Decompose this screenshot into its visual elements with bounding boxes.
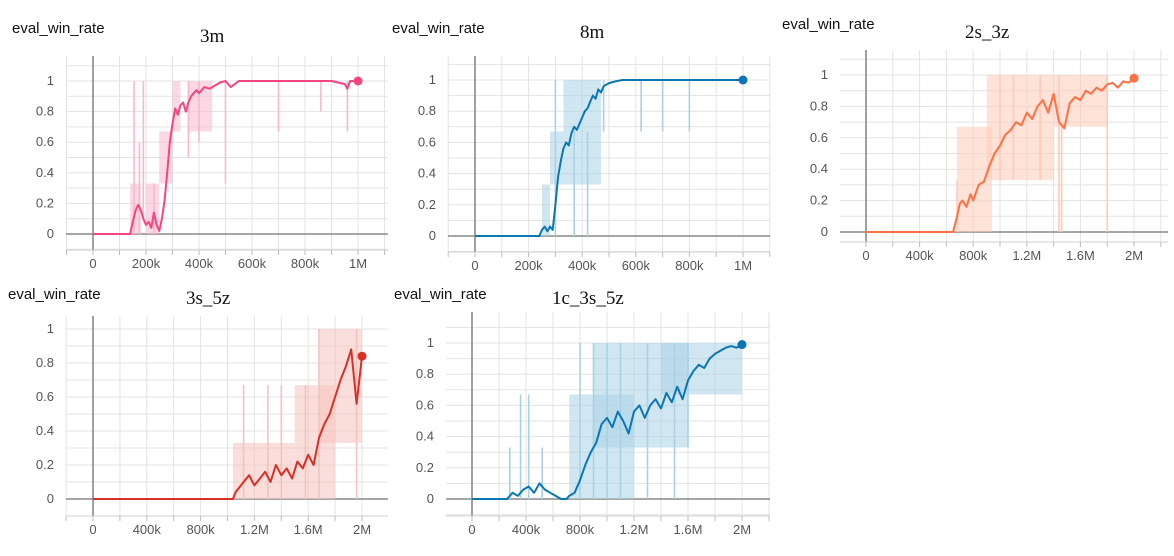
chart-panel-8m: eval_win_rate 8m 0 200k 400k 600k 800k 1M 0 0.2…	[390, 14, 780, 274]
raw-band	[550, 131, 564, 185]
chart-tag: eval_win_rate	[392, 20, 485, 37]
chart-title: 8m	[580, 22, 605, 43]
smoothed-line	[93, 80, 358, 235]
x-tick-label: 400k	[133, 522, 162, 537]
chart-tag: eval_win_rate	[8, 286, 101, 303]
x-tick-label: 2M	[1125, 248, 1143, 263]
chart-svg-1c-3s-5z: 0 400k 800k 1.2M 1.6M 2M 0 0.2 0.4 0.6 0.8 1	[416, 312, 770, 537]
x-tick-label: 2M	[353, 522, 371, 537]
x-tick-label: 1.6M	[1066, 248, 1095, 263]
x-tick-label: 2M	[733, 522, 751, 537]
chart-title: 3m	[200, 26, 225, 47]
x-tick-label: 1.6M	[294, 522, 323, 537]
y-tick-label: 0.8	[36, 104, 54, 119]
y-tick-label: 0.8	[416, 366, 434, 381]
y-tick-label: 0	[427, 491, 434, 506]
chart-panel-2s-3z: eval_win_rate 2s_3z 0 400k 800k 1.2M 1.6M 2M 0…	[780, 10, 1174, 270]
raw-band	[661, 343, 742, 395]
y-tick-label: 1	[47, 73, 54, 88]
raw-band	[957, 126, 992, 232]
y-tick-label: 0.6	[416, 397, 434, 412]
chart-svg-3s-5z: 0 400k 800k 1.2M 1.6M 2M 0 0.2 0.4 0.6 0.8 1	[36, 316, 388, 537]
y-tick-label: 0.4	[416, 429, 434, 444]
x-tick-label: 400k	[568, 258, 597, 273]
chart-svg-8m: 0 200k 400k 600k 800k 1M 0 0.2 0.4 0.6 0.8 1	[418, 56, 771, 273]
x-tick-label: 600k	[622, 258, 651, 273]
x-tick-label: 1.6M	[674, 522, 703, 537]
x-tick-label: 800k	[186, 522, 215, 537]
x-tick-label: 400k	[512, 522, 541, 537]
x-tick-label: 1M	[349, 256, 367, 271]
chart-panel-3s-5z: eval_win_rate 3s_5z 0 400k 800k 1.2M 1.6M 2M 0…	[0, 282, 395, 552]
x-tick-label: 800k	[675, 258, 704, 273]
x-tick-label: 800k	[959, 248, 988, 263]
x-tick-label: 200k	[514, 258, 543, 273]
y-tick-label: 0.8	[36, 355, 54, 370]
chart-title: 2s_3z	[965, 22, 1010, 43]
y-tick-label: 0	[821, 224, 828, 239]
raw-band	[172, 81, 181, 132]
y-tick-label: 0.2	[418, 197, 436, 212]
y-tick-label: 0	[47, 491, 54, 506]
raw-band	[986, 75, 1054, 181]
y-tick-label: 0.2	[810, 193, 828, 208]
raw-band	[563, 80, 572, 185]
y-tick-label: 0.6	[418, 134, 436, 149]
y-tick-label: 0.6	[810, 130, 828, 145]
y-tick-label: 1	[47, 321, 54, 336]
y-tick-label: 0.4	[418, 166, 436, 181]
y-tick-label: 0.8	[810, 98, 828, 113]
x-tick-label: 1.2M	[240, 522, 269, 537]
x-tick-label: 200k	[132, 256, 161, 271]
x-tick-label: 0	[468, 522, 475, 537]
y-tick-label: 1	[427, 335, 434, 350]
x-tick-label: 800k	[291, 256, 320, 271]
smoothed-line	[475, 79, 743, 237]
y-tick-label: 0.4	[36, 165, 54, 180]
y-tick-label: 0.6	[36, 389, 54, 404]
x-tick-label: 0	[89, 522, 96, 537]
chart-title: 1c_3s_5z	[552, 288, 624, 309]
y-tick-label: 0.4	[36, 423, 54, 438]
chart-svg-2s-3z: 0 400k 800k 1.2M 1.6M 2M 0 0.2 0.4 0.6 0.8 1	[810, 50, 1168, 263]
y-tick-label: 0.8	[418, 103, 436, 118]
smoothed-line	[472, 343, 743, 500]
y-tick-label: 0.2	[416, 460, 434, 475]
x-tick-label: 0	[89, 256, 96, 271]
last-point-marker	[738, 75, 748, 85]
x-tick-label: 0	[862, 248, 869, 263]
y-tick-label: 0	[47, 226, 54, 241]
chart-svg-3m: 0 200k 400k 600k 800k 1M 0 0.2 0.4 0.6 0.8 1	[36, 56, 388, 271]
chart-title: 3s_5z	[186, 288, 231, 309]
raw-band	[542, 184, 551, 236]
chart-panel-1c-3s-5z: eval_win_rate 1c_3s_5z 0 400k 800k 1.2M 1.6M…	[390, 282, 780, 552]
last-point-marker	[1129, 73, 1139, 83]
x-tick-label: 1.2M	[620, 522, 649, 537]
x-tick-label: 0	[471, 258, 478, 273]
chart-tag: eval_win_rate	[782, 16, 875, 33]
last-point-marker	[357, 351, 367, 361]
last-point-marker	[737, 340, 747, 350]
x-tick-label: 1M	[734, 258, 752, 273]
chart-tag: eval_win_rate	[12, 20, 105, 37]
y-tick-label: 0.6	[36, 134, 54, 149]
y-tick-label: 0	[429, 228, 436, 243]
chart-tag: eval_win_rate	[394, 286, 487, 303]
x-tick-label: 400k	[185, 256, 214, 271]
x-tick-label: 1.2M	[1012, 248, 1041, 263]
y-tick-label: 0.2	[36, 195, 54, 210]
y-tick-label: 0.2	[36, 457, 54, 472]
smoothed-line	[866, 77, 1135, 233]
x-tick-label: 600k	[238, 256, 267, 271]
y-tick-label: 1	[429, 72, 436, 87]
y-tick-label: 0.4	[810, 161, 828, 176]
x-tick-label: 400k	[905, 248, 934, 263]
chart-panel-3m: eval_win_rate 3m 0 200k 400k 600k 800k 1M 0 0.2…	[0, 14, 395, 274]
y-tick-label: 1	[821, 67, 828, 82]
smoothed-line	[93, 348, 363, 500]
x-tick-label: 800k	[566, 522, 595, 537]
last-point-marker	[353, 76, 363, 86]
